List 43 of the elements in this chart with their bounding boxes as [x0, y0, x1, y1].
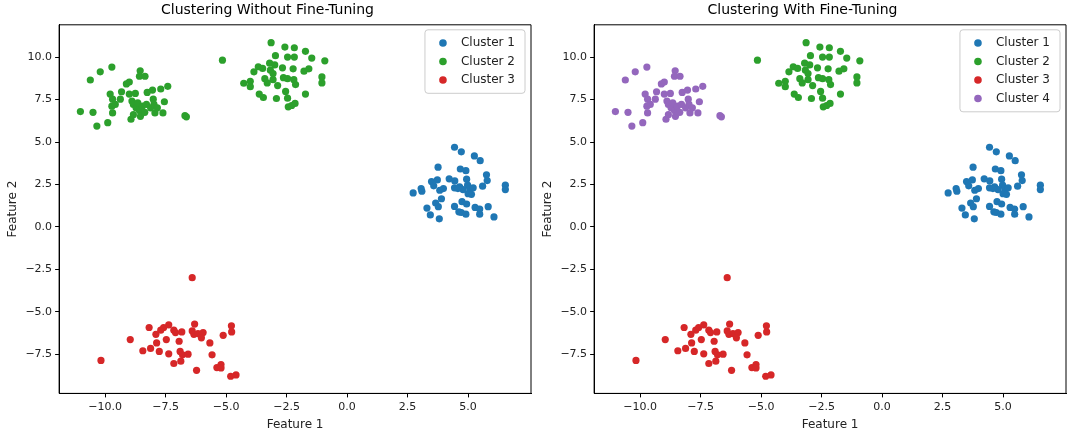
legend-label: Cluster 3	[460, 72, 516, 87]
y-tick-label: 10.0	[27, 49, 53, 63]
y-tick-label: 10.0	[562, 49, 588, 63]
y-axis-title: Feature 2	[5, 180, 20, 238]
y-tick-label: 0.0	[34, 219, 53, 233]
y-tick-label: 0.0	[569, 219, 588, 233]
y-tick-label: 7.5	[569, 92, 588, 106]
y-tick-label: 2.5	[34, 177, 53, 191]
legend-label: Cluster 4	[995, 90, 1051, 105]
x-tick-label: 2.5	[398, 399, 417, 413]
y-tick-label: −2.5	[25, 262, 53, 276]
x-axis-title: Feature 1	[266, 416, 324, 431]
y-tick-label: −5.0	[25, 304, 53, 318]
x-tick-label: 5.0	[994, 399, 1012, 413]
x-tick-label: −5.0	[747, 399, 775, 413]
legend-label: Cluster 1	[995, 35, 1051, 50]
y-tick-label: 5.0	[569, 134, 588, 148]
x-axis-title: Feature 1	[801, 416, 859, 431]
x-tick-label: 0.0	[873, 399, 891, 413]
x-tick-label: −7.5	[687, 399, 714, 413]
y-tick-label: −7.5	[25, 347, 53, 361]
x-tick-label: 5.0	[459, 399, 477, 413]
legend-label: Cluster 2	[460, 53, 516, 68]
y-tick-label: 2.5	[569, 177, 588, 191]
x-tick-label: −10.0	[623, 399, 657, 413]
chart-title: Clustering With Fine-Tuning	[707, 1, 898, 18]
y-tick-label: −2.5	[560, 262, 588, 276]
x-tick-label: −2.5	[808, 399, 835, 413]
y-tick-label: −5.0	[560, 304, 588, 318]
x-tick-label: −5.0	[212, 399, 240, 413]
legend-label: Cluster 3	[995, 72, 1051, 87]
x-tick-label: −7.5	[152, 399, 179, 413]
y-tick-label: 5.0	[34, 134, 53, 148]
y-axis-title: Feature 2	[540, 180, 555, 238]
x-tick-label: 2.5	[933, 399, 952, 413]
chart-title: Clustering Without Fine-Tuning	[161, 1, 374, 18]
y-tick-label: −7.5	[560, 347, 588, 361]
x-tick-label: 0.0	[338, 399, 356, 413]
legend-label: Cluster 1	[460, 35, 516, 50]
x-tick-label: −2.5	[273, 399, 300, 413]
legend-label: Cluster 2	[995, 53, 1051, 68]
x-tick-label: −10.0	[88, 399, 122, 413]
y-tick-label: 7.5	[34, 92, 53, 106]
